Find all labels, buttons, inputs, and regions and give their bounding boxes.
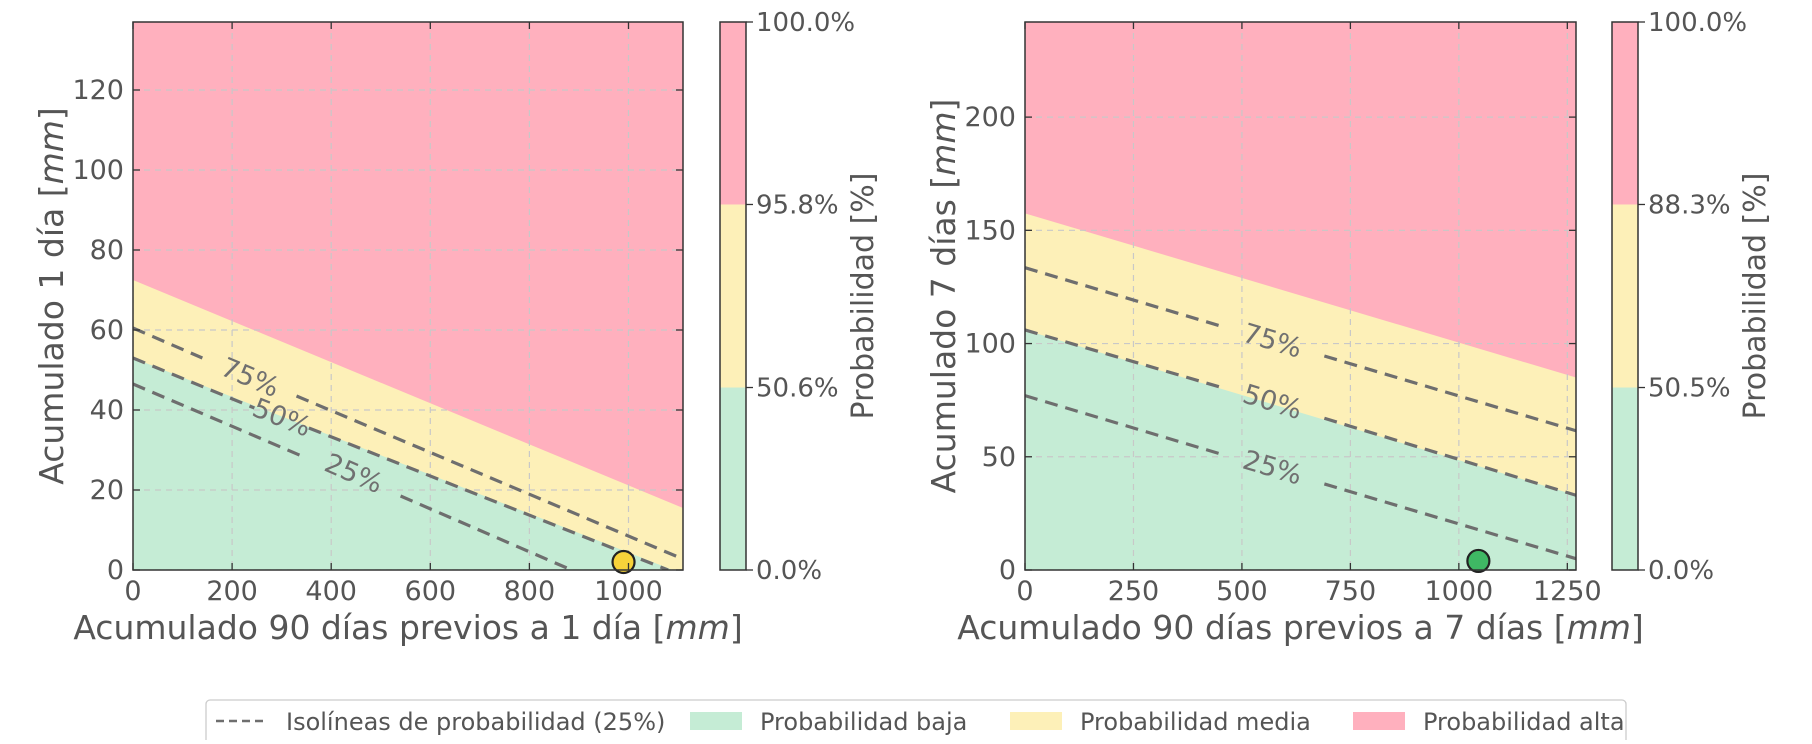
colorbar-label: Probabilidad [%] (846, 173, 881, 420)
x-tick-label: 400 (305, 576, 357, 607)
y-axis-label-end: ] (32, 107, 71, 120)
x-axis-label-unit: mm (1567, 608, 1631, 647)
y-axis-label-end: ] (924, 99, 963, 112)
chart-panel-1: 75%50%25% 0 200 400 600 800 1000 0 20 40 60 80 100 12… (32, 8, 881, 647)
colorbar-tick-label: 100.0% (756, 8, 855, 38)
observed-point (1466, 548, 1491, 574)
legend-label: Probabilidad media (1080, 708, 1311, 736)
region-low (1025, 329, 1576, 570)
x-axis-label-text: Acumulado 90 días previos a 7 días [ (957, 608, 1566, 647)
isoline-75-segment (1323, 354, 1576, 433)
y-tick-label: 120 (72, 75, 124, 106)
colorbar-tick-label: 95.8% (756, 190, 839, 220)
y-tick-label: 40 (90, 395, 124, 426)
colorbar-segment-high (720, 22, 746, 205)
x-axis-label-text: Acumulado 90 días previos a 1 día [ (73, 608, 665, 647)
y-tick-label: 150 (964, 215, 1016, 246)
y-tick-label: 200 (964, 102, 1016, 133)
x-tick-label: 750 (1325, 576, 1377, 607)
x-tick-label: 500 (1216, 576, 1268, 607)
chart-panel-2: 75%50%25%0 250 500 750 1000 1250050100150200A… (924, 8, 1773, 647)
plot-area: 75%50%25% (133, 22, 683, 570)
isoline-50-segment (133, 356, 256, 410)
colorbar-segment-high (1612, 22, 1638, 205)
isoline-25-segment (1323, 482, 1576, 561)
legend-label: Isolíneas de probabilidad (25%) (286, 708, 665, 736)
y-axis-label: Acumulado 7 días [mm] (924, 99, 963, 494)
x-tick-label: 1000 (1424, 576, 1493, 607)
x-axis-label-unit: mm (666, 608, 730, 647)
y-tick-label: 100 (72, 155, 124, 186)
x-tick-label: 0 (1016, 576, 1033, 607)
plot-frame (1024, 21, 1577, 571)
isoline-75-segment (1025, 266, 1223, 329)
legend-swatch-low (690, 712, 742, 730)
isoline-75-segment (133, 326, 204, 360)
y-axis-label-text: Acumulado 1 día [ (32, 184, 71, 484)
x-axis-label-end: ] (1631, 608, 1644, 647)
isoline-50-segment (308, 426, 669, 570)
colorbar-tick-label: 100.0% (1648, 8, 1747, 38)
isoline-25-segment (1025, 394, 1223, 457)
legend-label: Probabilidad baja (760, 708, 967, 736)
legend-swatch-high (1353, 712, 1405, 730)
y-tick-label: 0 (107, 555, 124, 586)
colorbar-tick-label: 0.0% (1648, 556, 1714, 586)
y-tick-label: 50 (982, 442, 1016, 473)
legend: Isolíneas de probabilidad (25%) Probabili… (205, 699, 1627, 744)
colorbar-segment-medium (720, 204, 746, 388)
colorbar-segment-low (1612, 387, 1638, 570)
x-tick-label: 250 (1108, 576, 1160, 607)
colorbar-tick-label: 50.5% (1648, 374, 1731, 404)
colorbar-tick-label: 0.0% (756, 556, 822, 586)
y-axis-label: Acumulado 1 día [mm] (32, 107, 71, 485)
y-tick-label: 100 (964, 329, 1016, 360)
isoline-50-segment (1323, 416, 1576, 497)
region-low (133, 358, 673, 570)
colorbar-segment-medium (1612, 204, 1638, 388)
y-tick-label: 20 (90, 475, 124, 506)
x-axis-label: Acumulado 90 días previos a 1 día [mm] (73, 608, 742, 647)
colorbar-segment-low (720, 387, 746, 570)
y-tick-label: 60 (90, 315, 124, 346)
plot-frame (132, 21, 684, 571)
y-axis-label-text: Acumulado 7 días [ (924, 176, 963, 494)
isoline-50-segment (1025, 328, 1223, 390)
y-axis-label-unit: mm (32, 120, 71, 184)
legend-box (205, 699, 1627, 744)
x-tick-label: 600 (405, 576, 457, 607)
x-tick-label: 1000 (594, 576, 663, 607)
isoline-25-segment (133, 382, 308, 460)
x-tick-label: 800 (504, 576, 556, 607)
x-axis-label: Acumulado 90 días previos a 7 días [mm] (957, 608, 1644, 647)
legend-swatch-medium (1010, 712, 1062, 730)
colorbar-tick-label: 50.6% (756, 374, 839, 404)
legend-label: Probabilidad alta (1423, 708, 1625, 736)
x-tick-label: 1250 (1533, 576, 1602, 607)
isoline-25-segment (399, 494, 573, 570)
colorbar-frame (719, 21, 747, 571)
x-axis-label-end: ] (730, 608, 743, 647)
plot-area: 75%50%25% (1025, 22, 1576, 570)
y-axis-label-unit: mm (924, 112, 963, 176)
y-tick-label: 0 (999, 555, 1016, 586)
colorbar-tick-label: 88.3% (1648, 190, 1731, 220)
colorbar-label: Probabilidad [%] (1738, 173, 1773, 420)
isoline-75-segment (295, 394, 682, 560)
x-tick-label: 0 (124, 576, 141, 607)
y-tick-label: 80 (90, 235, 124, 266)
colorbar-frame (1611, 21, 1639, 571)
x-tick-label: 200 (206, 576, 258, 607)
